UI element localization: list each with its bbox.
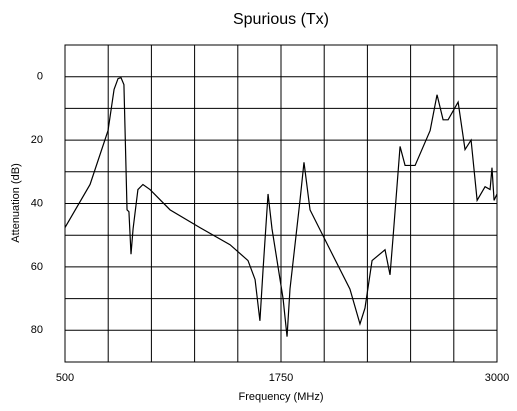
- x-tick-label: 1750: [269, 372, 293, 384]
- data-line: [64, 76, 498, 337]
- x-axis-label: Frequency (MHz): [239, 391, 324, 403]
- y-tick-label: 80: [31, 324, 43, 336]
- x-tick-label: 3000: [485, 372, 509, 384]
- y-tick-label: 40: [31, 197, 43, 209]
- y-tick-label: 20: [31, 134, 43, 146]
- y-tick-label: 0: [37, 71, 43, 83]
- y-tick-label: 60: [31, 261, 43, 273]
- x-tick-label: 500: [56, 372, 74, 384]
- chart-title: Spurious (Tx): [233, 11, 329, 28]
- y-axis-label: Attenuation (dB): [10, 163, 22, 243]
